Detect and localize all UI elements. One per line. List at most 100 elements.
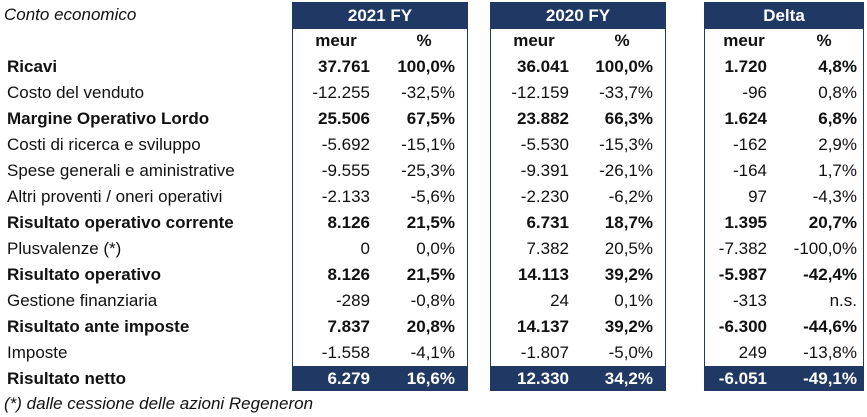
row-value: -49,1% (803, 369, 857, 388)
row-label: Gestione finanziaria (7, 291, 158, 310)
row-value: 97 (748, 187, 767, 206)
row-value: -1.558 (321, 343, 370, 362)
row-value: 37.761 (318, 57, 370, 76)
row-label: Imposte (7, 343, 68, 362)
row-label: Margine Operativo Lordo (7, 109, 210, 128)
row-value: -33,7% (599, 83, 653, 102)
row-label: Risultato operativo corrente (7, 213, 234, 232)
row-label: Risultato ante imposte (7, 317, 190, 336)
row-value: 20,8% (406, 317, 455, 336)
row-value: 21,5% (406, 213, 455, 232)
row-value: 18,7% (604, 213, 653, 232)
row-value: 1,7% (818, 161, 857, 180)
row-value: -0,8% (410, 291, 455, 310)
row-value: -42,4% (803, 265, 857, 284)
row-value: 36.041 (517, 57, 569, 76)
row-label: Risultato operativo (7, 265, 161, 284)
row-value: -44,6% (803, 317, 857, 336)
subheader-2021-pct: % (416, 31, 432, 50)
row-value: 249 (738, 343, 767, 362)
total-fill-2021 (292, 366, 468, 391)
row-value: 100,0% (397, 57, 455, 76)
row-value: -12.255 (312, 83, 370, 102)
row-label: Spese generali e aministrative (7, 161, 235, 180)
row-value: 21,5% (406, 265, 455, 284)
row-value: -164 (732, 161, 767, 180)
row-value: -4,3% (812, 187, 857, 206)
row-value: 20,7% (808, 213, 857, 232)
row-value: 0,0% (416, 239, 455, 258)
row-label: Plusvalenze (*) (7, 239, 122, 258)
row-value: -25,3% (401, 161, 455, 180)
row-value: 7.382 (526, 239, 569, 258)
row-value: 16,6% (406, 369, 455, 388)
row-value: 39,2% (604, 265, 653, 284)
row-value: -15,1% (401, 135, 455, 154)
row-value: -5,0% (608, 343, 653, 362)
row-value: -26,1% (599, 161, 653, 180)
row-value: 0 (360, 239, 370, 258)
row-value: 1.720 (724, 57, 767, 76)
row-value: -32,5% (401, 83, 455, 102)
row-value: -12.159 (511, 83, 569, 102)
total-fill-2020 (490, 366, 666, 391)
row-value: -6,2% (608, 187, 653, 206)
row-value: 14.113 (517, 265, 569, 284)
row-value: 34,2% (604, 369, 653, 388)
footnote: (*) dalle cessione delle azioni Regenero… (4, 394, 314, 413)
row-value: 20,5% (604, 239, 653, 258)
row-value: 24 (550, 291, 569, 310)
row-value: 6.731 (526, 213, 569, 232)
row-value: -162 (732, 135, 767, 154)
subheader-2020-meur: meur (513, 31, 555, 50)
header-2021: 2021 FY (292, 2, 468, 29)
row-value: 8.126 (327, 265, 370, 284)
row-value: 14.137 (517, 317, 569, 336)
header-delta: Delta (704, 2, 864, 29)
table-title: Conto economico (4, 5, 137, 24)
row-value: -13,8% (803, 343, 857, 362)
row-value: -7.382 (718, 239, 767, 258)
row-label: Altri proventi / oneri operativi (7, 187, 223, 206)
row-value: 7.837 (327, 317, 370, 336)
row-value: -313 (732, 291, 767, 310)
row-value: -5.530 (520, 135, 569, 154)
row-value: 66,3% (604, 109, 653, 128)
row-label: Ricavi (7, 57, 58, 76)
row-value: 0,1% (614, 291, 653, 310)
row-value: 39,2% (604, 317, 653, 336)
subheader-delta-pct: % (816, 31, 832, 50)
row-value: 100,0% (595, 57, 653, 76)
row-value: -4,1% (410, 343, 455, 362)
subheader-delta-meur: meur (723, 31, 765, 50)
row-value: 6.279 (327, 369, 370, 388)
row-label: Costo del venduto (7, 83, 145, 102)
row-value: -2.230 (520, 187, 569, 206)
row-value: -5,6% (410, 187, 455, 206)
row-value: -15,3% (599, 135, 653, 154)
row-label: Risultato netto (7, 369, 126, 388)
row-label: Costi di ricerca e sviluppo (7, 135, 201, 154)
row-value: -6.051 (718, 369, 767, 388)
header-2020: 2020 FY (490, 2, 666, 29)
total-fill-delta (704, 366, 864, 391)
row-value: n.s. (829, 291, 857, 310)
row-value: 1.624 (724, 109, 767, 128)
row-value: 4,8% (818, 57, 857, 76)
row-value: -5.692 (321, 135, 370, 154)
row-value: -9.391 (520, 161, 569, 180)
subheader-2020-pct: % (614, 31, 630, 50)
row-value: -100,0% (793, 239, 857, 258)
row-value: -1.807 (520, 343, 569, 362)
row-value: -2.133 (321, 187, 370, 206)
row-value: 8.126 (327, 213, 370, 232)
row-value: 2,9% (818, 135, 857, 154)
row-value: -6.300 (718, 317, 767, 336)
row-value: 6,8% (818, 109, 857, 128)
row-value: 12.330 (517, 369, 569, 388)
row-value: -9.555 (321, 161, 370, 180)
row-value: 0,8% (818, 83, 857, 102)
row-value: -289 (335, 291, 370, 310)
subheader-2021-meur: meur (315, 31, 357, 50)
row-value: 1.395 (724, 213, 767, 232)
